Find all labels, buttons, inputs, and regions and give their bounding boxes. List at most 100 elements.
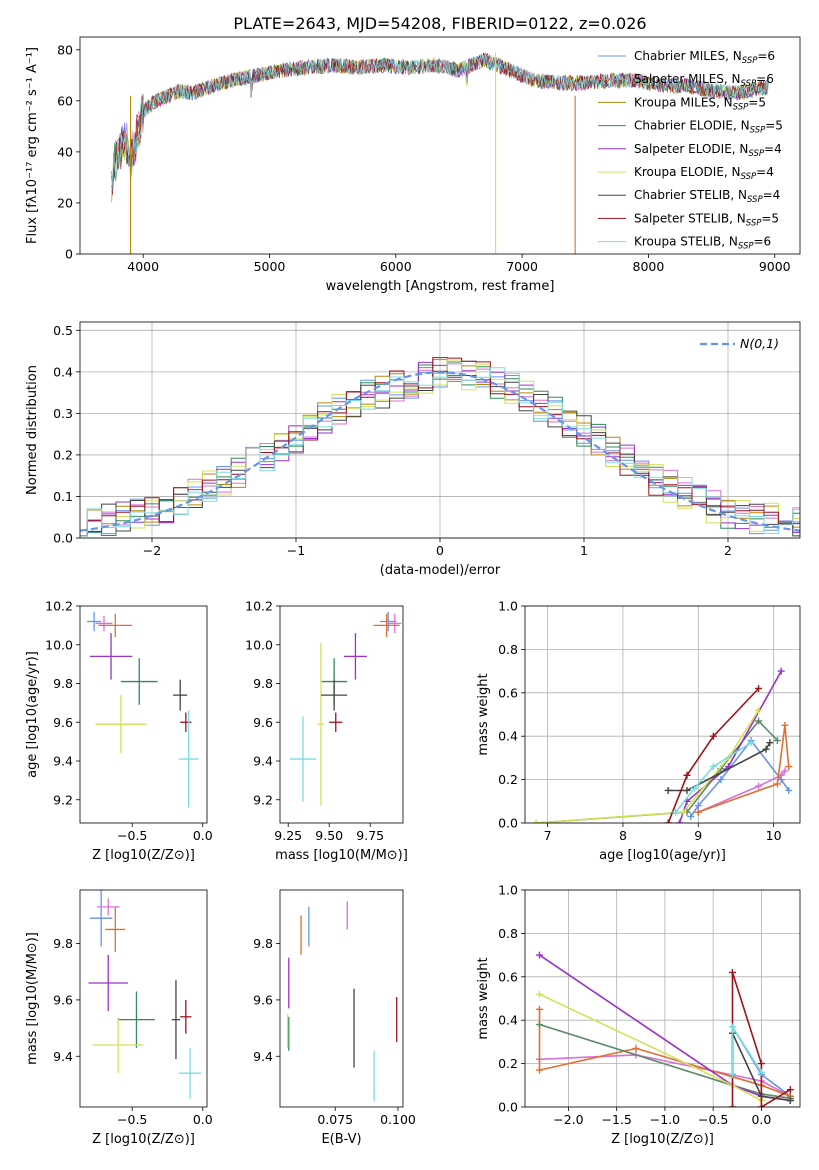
spectrum-line: [111, 52, 769, 195]
spectrum-line: [111, 53, 769, 196]
x-axis-label: Z [log10(Z/Z⊙)]: [92, 848, 195, 863]
histogram-series: [80, 359, 800, 537]
weight-series-line: [539, 1054, 791, 1097]
x-tick-label: 0.0: [751, 1112, 771, 1127]
legend-entry: Kroupa STELIB, NSSP=6: [634, 235, 771, 252]
weight-point-marker: [785, 763, 793, 771]
histogram-series: [80, 359, 800, 537]
x-tick-label: −1.5: [601, 1112, 631, 1127]
x-tick-label: 9: [694, 828, 702, 843]
weight-point-marker: [672, 808, 680, 816]
x-tick-label: 0.0: [193, 1112, 213, 1127]
legend-entry: Salpeter STELIB, NSSP=5: [634, 211, 779, 228]
axes-frame: [279, 889, 404, 1108]
axes-frame: [279, 605, 404, 824]
axes-frame: [79, 605, 208, 824]
legend-entry-main: Kroupa ELODIE, N: [634, 165, 741, 179]
weight-point-marker: [786, 1096, 794, 1104]
weight-point-marker: [532, 819, 540, 823]
x-tick-label: 8000: [633, 259, 665, 274]
weight-point-marker: [766, 739, 774, 747]
x-tick-label: 4000: [127, 259, 159, 274]
x-tick-label: −2.0: [553, 1112, 583, 1127]
weight-point-marker: [535, 1066, 543, 1074]
y-tick-label: 0.8: [498, 926, 518, 941]
y-tick-label: 0.2: [498, 1056, 518, 1071]
weight-point-marker: [728, 1070, 736, 1078]
legend-entry-tail: =4: [756, 165, 774, 179]
y-tick-label: 60: [57, 93, 73, 108]
plot-area-weight-vs-age: [532, 667, 793, 823]
weight-point-marker: [535, 1021, 543, 1029]
axes-residuals: −2 −1 0 1 2 0.0 0.1 0.2 0.3 0.4 0.5 (data-model)/er…: [25, 321, 801, 578]
legend-entry-main: Salpeter STELIB, N: [634, 211, 746, 225]
x-tick-label: −1.0: [650, 1112, 680, 1127]
weight-point-marker: [755, 782, 763, 790]
axes-frame: [79, 36, 801, 255]
y-tick-label: 9.2: [53, 792, 73, 807]
y-tick-label: 9.4: [53, 1049, 73, 1064]
x-tick-label: 7000: [506, 259, 538, 274]
weight-point-marker: [694, 802, 702, 810]
y-tick-label: 9.6: [53, 715, 73, 730]
legend-entry: Chabrier ELODIE, NSSP=5: [634, 119, 783, 136]
y-axis-label: mass [log10(M/M⊙)]: [25, 932, 40, 1065]
x-tick-label: −1: [287, 543, 305, 558]
y-tick-label: 0.2: [53, 447, 73, 462]
weight-series-line: [698, 725, 790, 813]
y-axis-label: Normed distribution: [25, 365, 40, 495]
weight-point-marker: [709, 732, 717, 740]
x-tick-label: 5000: [254, 259, 286, 274]
x-axis-label: (data-model)/error: [380, 563, 501, 578]
y-tick-label: 0.4: [498, 729, 518, 744]
y-tick-label: 9.2: [253, 792, 273, 807]
weight-point-marker: [687, 812, 695, 820]
x-tick-label: −2: [143, 543, 161, 558]
y-axis-label: age [log10(age/yr)]: [25, 651, 40, 778]
y-tick-label: 0: [65, 247, 73, 262]
y-tick-label: 40: [57, 144, 73, 159]
y-tick-label: 10.2: [45, 599, 73, 614]
x-tick-label: 10: [766, 828, 782, 843]
y-tick-label: 1.0: [498, 883, 518, 898]
weight-point-marker: [777, 667, 785, 675]
weight-point-marker: [664, 819, 672, 823]
legend-entry-sub: SSP: [741, 79, 757, 89]
weight-point-marker: [683, 786, 691, 794]
x-axis-label: age [log10(age/yr)]: [599, 848, 726, 863]
axes-frame: [79, 889, 208, 1108]
weight-series-line: [667, 687, 760, 823]
x-tick-label: 0.100: [380, 1112, 416, 1127]
weight-point-marker: [781, 767, 789, 775]
legend-entry-sub: SSP: [750, 126, 766, 136]
plot-area-residuals: [80, 357, 800, 537]
y-tick-label: 9.4: [53, 754, 73, 769]
legend-entry-tail: =5: [765, 119, 783, 133]
x-tick-label: 9000: [759, 259, 791, 274]
y-tick-label: 0.4: [498, 1013, 518, 1028]
x-axis-label: wavelength [Angstrom, rest frame]: [326, 279, 555, 294]
weight-series-line: [690, 739, 790, 817]
legend-entry-main: Chabrier ELODIE, N: [634, 119, 750, 133]
y-tick-label: 0.6: [498, 969, 518, 984]
weight-series-line: [697, 770, 786, 813]
weight-point-marker: [683, 771, 691, 779]
legend-entry-sub: SSP: [747, 195, 763, 205]
legend-entry-tail: =5: [748, 95, 766, 109]
weight-point-marker: [709, 763, 717, 771]
weight-point-marker: [728, 1023, 736, 1031]
y-tick-label: 9.6: [253, 992, 273, 1007]
legend-entry-tail: =4: [764, 142, 782, 156]
x-axis-label: E(B-V): [321, 1132, 361, 1147]
x-axis-label: Z [log10(Z/Z⊙)]: [611, 1132, 714, 1147]
weight-point-marker: [757, 1060, 765, 1068]
y-tick-label: 9.6: [253, 715, 273, 730]
legend-entry: Chabrier STELIB, NSSP=4: [634, 188, 780, 205]
y-tick-label: 0.2: [498, 772, 518, 787]
legend-entry: Chabrier MILES, NSSP=6: [634, 49, 775, 66]
y-axis-label: mass weight: [476, 957, 491, 1039]
legend-entry-sub: SSP: [733, 102, 749, 112]
y-tick-label: 9.8: [253, 936, 273, 951]
